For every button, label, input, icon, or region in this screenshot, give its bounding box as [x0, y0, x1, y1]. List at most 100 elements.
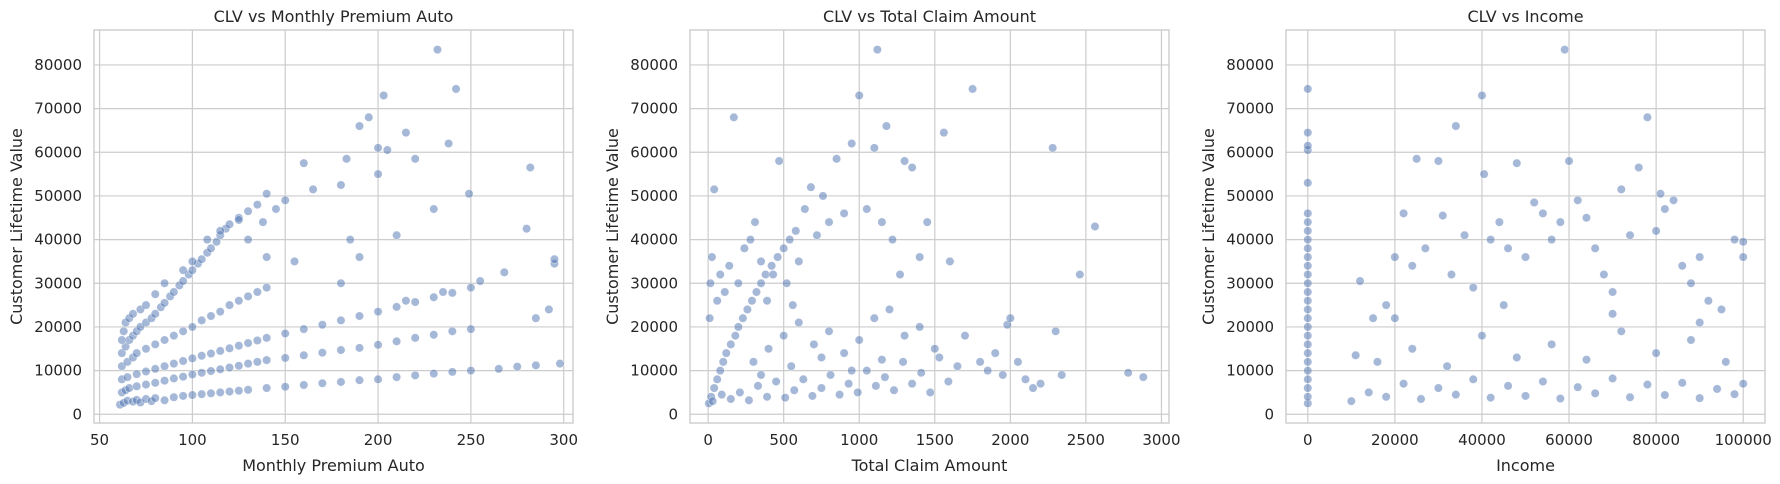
scatter-point [1303, 217, 1313, 227]
scatter-point [1303, 84, 1313, 94]
scatter-point [544, 304, 554, 314]
scatter-point [280, 328, 290, 338]
scatter-point [280, 195, 290, 205]
scatter-point [410, 370, 420, 380]
scatter-point [354, 121, 364, 131]
scatter-point [1303, 331, 1313, 341]
scatter-point [1660, 390, 1670, 400]
chart-clv-vs-total-claim-amount: 0 500 1000 1500 2000 2500 3000 0 10000 20000 3000… [603, 7, 1181, 475]
scatter-point [128, 309, 138, 319]
scatter-point [733, 322, 743, 332]
y-tick-label: 20000 [630, 318, 678, 336]
scatter-point [432, 45, 442, 55]
scatter-point [1686, 278, 1696, 288]
scatter-point [1013, 357, 1023, 367]
scatter-points [115, 45, 565, 410]
scatter-point [1381, 300, 1391, 310]
scatter-point [1625, 230, 1635, 240]
scatter-point [1075, 270, 1085, 280]
scatter-point [709, 184, 719, 194]
scatter-point [225, 387, 235, 397]
scatter-point [178, 372, 188, 382]
scatter-point [429, 330, 439, 340]
scatter-point [336, 377, 346, 387]
scatter-point [915, 322, 925, 332]
scatter-point [1355, 276, 1365, 286]
scatter-point [299, 158, 309, 168]
x-axis-label: Monthly Premium Auto [242, 456, 425, 475]
scatter-point [1738, 237, 1748, 247]
scatter-point [444, 139, 454, 149]
scatter-point [794, 318, 804, 328]
scatter-point [887, 235, 897, 245]
scatter-point [779, 243, 789, 253]
scatter-point [1616, 326, 1626, 336]
scatter-point [262, 333, 272, 343]
scatter-point [925, 387, 935, 397]
scatter-point [871, 381, 881, 391]
x-tick-label: 0 [1303, 431, 1313, 449]
scatter-point [1555, 394, 1565, 404]
x-axis-label: Total Claim Amount [851, 456, 1008, 475]
scatter-point [844, 379, 854, 389]
scatter-point [862, 366, 872, 376]
scatter-point [150, 378, 160, 388]
x-tick-label: 2500 [1067, 431, 1105, 449]
scatter-point [880, 372, 890, 382]
scatter-point [1138, 372, 1148, 382]
scatter-point [1730, 389, 1740, 399]
scatter-point [379, 91, 389, 101]
y-axis-label: Customer Lifetime Value [7, 128, 26, 325]
scatter-point [178, 391, 188, 401]
scatter-point [169, 359, 179, 369]
scatter-point [447, 367, 457, 377]
scatter-point [800, 204, 810, 214]
scatter-point [215, 307, 225, 317]
scatter-point [712, 296, 722, 306]
x-axis-label: Income [1496, 456, 1555, 475]
scatter-point [1381, 392, 1391, 402]
scatter-point [1503, 243, 1513, 253]
scatter-point [1599, 270, 1609, 280]
y-tick-label: 10000 [630, 362, 678, 380]
scatter-point [225, 343, 235, 353]
scatter-point [943, 377, 953, 387]
scatter-point [1368, 313, 1378, 323]
x-tick-label: 250 [457, 431, 486, 449]
scatter-point [1695, 393, 1705, 403]
scatter-point [1303, 296, 1313, 306]
scatter-point [178, 326, 188, 336]
scatter-point [122, 372, 132, 382]
scatter-point [160, 376, 170, 386]
scatter-point [531, 360, 541, 370]
y-tick-label: 70000 [630, 100, 678, 118]
y-tick-label: 70000 [1226, 100, 1274, 118]
scatter-point [429, 369, 439, 379]
scatter-point [1407, 261, 1417, 271]
scatter-point [877, 355, 887, 365]
x-tick-label: 100000 [1715, 431, 1772, 449]
scatter-point [1303, 313, 1313, 323]
scatter-point [373, 143, 383, 153]
scatter-point [1303, 270, 1313, 280]
scatter-point [1303, 287, 1313, 297]
scatter-point [206, 243, 216, 253]
scatter-point [206, 388, 216, 398]
scatter-point [895, 270, 905, 280]
scatter-point [853, 387, 863, 397]
scatter-point [262, 189, 272, 199]
scatter-point [712, 374, 722, 384]
scatter-point [215, 226, 225, 236]
x-tick-label: 0 [703, 431, 713, 449]
y-tick-label: 70000 [34, 100, 82, 118]
scatter-point [187, 370, 197, 380]
scatter-point [872, 45, 882, 55]
y-tick-label: 40000 [34, 231, 82, 249]
scatter-point [202, 235, 212, 245]
scatter-point [141, 380, 151, 390]
scatter-point [178, 265, 188, 275]
scatter-point [392, 230, 402, 240]
scatter-point [1730, 235, 1740, 245]
scatter-point [764, 344, 774, 354]
scatter-point [832, 154, 842, 164]
